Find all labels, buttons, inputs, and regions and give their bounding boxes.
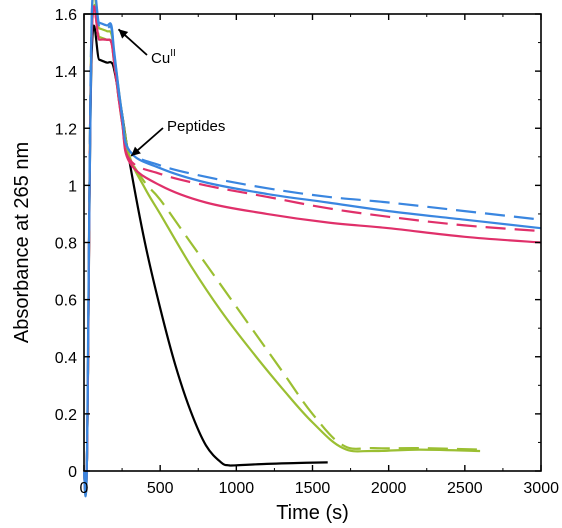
tick-labels-layer: 0 500 1000 1500 2000 2500 3000 0 0.2 0.4 0.6 0.8 1 1.… bbox=[55, 7, 559, 497]
annotation-peptides-label: Peptides bbox=[167, 118, 225, 135]
y-tick-label: 0.4 bbox=[55, 350, 77, 367]
x-tick-label: 2500 bbox=[447, 480, 483, 497]
y-tick-label: 0.6 bbox=[55, 293, 77, 310]
plot-frame bbox=[83, 13, 542, 472]
y-axis-title: Absorbance at 265 nm bbox=[11, 142, 33, 343]
x-tick-label: 2000 bbox=[371, 480, 407, 497]
series-layer bbox=[82, 0, 542, 498]
x-tick-label: 1500 bbox=[295, 480, 331, 497]
y-tick-label: 0 bbox=[68, 464, 77, 481]
ticks-layer bbox=[83, 13, 542, 472]
y-tick-label: 1.2 bbox=[55, 121, 77, 138]
annotation-cu-arrow bbox=[117, 28, 148, 56]
y-tick-label: 0.2 bbox=[55, 407, 77, 424]
y-tick-label: 1.4 bbox=[55, 64, 77, 81]
y-tick-label: 0.8 bbox=[55, 236, 77, 253]
annotation-cu-label: CuII bbox=[151, 48, 176, 67]
x-tick-label: 1000 bbox=[219, 480, 255, 497]
annotations-layer: CuII Peptides bbox=[117, 28, 225, 157]
x-tick-label: 500 bbox=[147, 480, 174, 497]
y-tick-label: 1 bbox=[68, 178, 77, 195]
y-tick-label: 1.6 bbox=[55, 7, 77, 24]
series-line-3 bbox=[82, 0, 481, 497]
x-axis-title: Time (s) bbox=[276, 502, 349, 524]
series-line-2 bbox=[82, 0, 481, 497]
annotation-peptides-arrow bbox=[130, 127, 164, 157]
series-line-7 bbox=[82, 0, 542, 498]
x-tick-label: 0 bbox=[80, 480, 89, 497]
x-tick-label: 3000 bbox=[523, 480, 559, 497]
